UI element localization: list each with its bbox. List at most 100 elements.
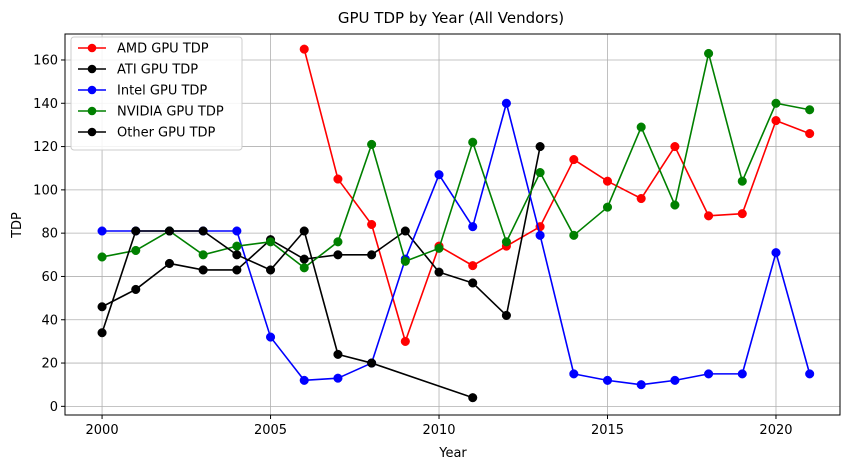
y-tick-label: 160 — [33, 53, 58, 68]
data-point — [434, 243, 444, 253]
legend-label: Other GPU TDP — [117, 126, 216, 141]
data-point — [198, 250, 208, 260]
data-point — [367, 250, 377, 260]
y-tick-label: 40 — [41, 313, 58, 328]
data-point — [97, 302, 107, 312]
data-point — [501, 310, 511, 320]
data-point — [400, 226, 410, 236]
data-point — [737, 369, 747, 379]
data-point — [501, 237, 511, 247]
y-tick-label: 60 — [41, 270, 58, 285]
y-tick-label: 20 — [41, 357, 58, 372]
x-tick-label: 2000 — [86, 423, 119, 438]
data-point — [198, 265, 208, 275]
data-point — [805, 369, 815, 379]
series-ati-gpu-tdp — [97, 142, 545, 320]
axis-ticks: 2000 2005 2010 2015 2020 0 20 40 60 80 100 120 140 16… — [33, 53, 792, 438]
data-point — [535, 167, 545, 178]
data-point — [131, 226, 141, 236]
y-tick-label: 140 — [33, 97, 58, 112]
legend-marker — [87, 85, 97, 95]
series-other-gpu-tdp — [97, 226, 478, 403]
data-point — [805, 105, 815, 115]
series-line — [102, 102, 811, 386]
data-point — [232, 226, 242, 236]
data-point — [569, 155, 579, 165]
data-point — [333, 237, 343, 247]
data-point — [636, 122, 646, 132]
data-point — [704, 48, 714, 59]
data-point — [670, 142, 680, 152]
data-point — [232, 250, 242, 260]
data-point — [333, 373, 343, 383]
x-tick-label: 2020 — [759, 423, 792, 438]
data-point — [771, 116, 781, 126]
plot-frame — [64, 33, 841, 416]
data-point — [737, 176, 747, 186]
data-point — [299, 254, 309, 264]
data-point — [131, 245, 141, 256]
data-point — [771, 98, 781, 108]
data-point — [771, 248, 781, 258]
data-point — [232, 265, 242, 275]
data-point — [805, 129, 815, 139]
data-point — [333, 250, 343, 260]
data-point — [265, 237, 276, 247]
data-point — [501, 98, 511, 108]
data-point — [400, 336, 410, 346]
data-point — [569, 369, 579, 379]
x-tick-label: 2010 — [422, 423, 455, 438]
data-point — [468, 261, 478, 271]
series-line — [303, 48, 810, 343]
data-point — [367, 358, 377, 368]
data-point — [704, 211, 714, 221]
data-point — [333, 174, 343, 184]
data-point — [434, 170, 444, 180]
data-point — [198, 226, 208, 236]
data-point — [131, 284, 141, 294]
data-point — [602, 202, 613, 212]
data-point — [670, 375, 680, 385]
y-tick-label: 120 — [33, 140, 58, 155]
data-point — [468, 137, 478, 147]
legend: AMD GPU TDP ATI GPU TDP Intel GPU TDP NVIDI… — [70, 36, 243, 151]
series-intel-gpu-tdp — [97, 98, 815, 390]
data-point — [569, 230, 579, 240]
data-point — [468, 222, 478, 232]
legend-marker — [87, 43, 97, 53]
legend-label: Intel GPU TDP — [117, 84, 207, 99]
data-point — [97, 328, 107, 338]
data-point — [97, 252, 107, 262]
series-nvidia-gpu-tdp — [97, 48, 815, 273]
x-axis-label: Year — [438, 446, 467, 461]
legend-label: ATI GPU TDP — [117, 63, 198, 78]
data-point — [704, 369, 714, 379]
data-point — [367, 219, 377, 230]
data-point — [670, 200, 680, 210]
data-point — [636, 193, 646, 204]
series-line — [101, 230, 473, 399]
series-amd-gpu-tdp — [299, 44, 815, 346]
chart-title: GPU TDP by Year (All Vendors) — [338, 9, 564, 27]
y-tick-label: 0 — [50, 400, 58, 415]
y-tick-label: 80 — [41, 227, 58, 242]
data-point — [468, 393, 478, 403]
legend-entry: Intel GPU TDP — [78, 84, 207, 99]
data-point — [737, 209, 747, 219]
y-axis-label: TDP — [10, 212, 25, 239]
data-point — [400, 256, 410, 266]
x-tick-label: 2015 — [591, 423, 624, 438]
data-point — [535, 230, 545, 240]
series-layer — [97, 44, 815, 403]
x-tick-label: 2005 — [254, 423, 287, 438]
legend-marker — [87, 127, 97, 137]
data-point — [535, 142, 545, 152]
data-point — [164, 226, 175, 236]
data-point — [602, 176, 613, 186]
data-point — [164, 258, 175, 269]
data-point — [299, 226, 309, 236]
data-point — [299, 375, 309, 385]
legend-label: NVIDIA GPU TDP — [117, 105, 224, 120]
